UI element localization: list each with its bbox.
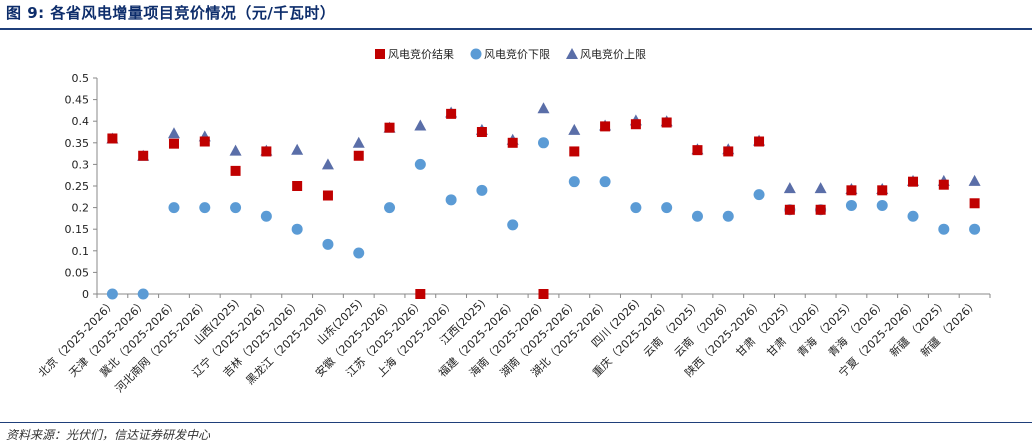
data-point-triangle [414,119,427,131]
data-point-triangle [568,123,581,135]
data-point-square [353,150,364,161]
data-point-triangle [167,127,180,139]
title-divider [0,28,1032,30]
data-point-circle [353,247,365,259]
data-point-square [138,150,149,161]
y-axis: 0 0.05 0.1 0.15 0.2 0.25 0.3 0.35 0.4 0.45 0.5 [65,72,98,301]
data-point-square [168,138,179,149]
data-point-square [784,204,795,215]
data-point-circle [568,176,580,188]
data-point-circle [445,194,457,206]
data-point-circle [661,202,673,214]
scatter-chart: 风电竞价结果 风电竞价下限 风电竞价上限 0 0.05 0.1 0.15 0.2 0.25 0.… [35,47,991,395]
y-tick-label: 0.05 [65,266,90,279]
data-point-circle [753,189,765,201]
data-point-triangle [229,144,242,156]
legend-item: 风电竞价下限 [470,47,550,61]
data-point-circle [599,176,611,188]
y-tick-label: 0.15 [65,223,90,236]
data-point-square [230,165,241,176]
data-point-triangle [291,143,304,155]
data-point-circle [322,238,334,250]
data-point-circle [845,199,857,211]
legend-label: 风电竞价下限 [484,47,550,61]
data-point-circle [260,210,272,222]
data-point-square [415,289,426,299]
data-point-square [199,136,210,147]
y-tick-label: 0.35 [65,137,90,150]
legend: 风电竞价结果 风电竞价下限 风电竞价上限 [375,47,646,61]
data-point-square [815,204,826,215]
data-point-circle [691,210,703,222]
data-point-circle [938,223,950,235]
data-point-square [476,127,487,137]
source-note: 资料来源：光伏们，信达证券研发中心 [6,428,211,442]
y-tick-label: 0.3 [72,158,90,171]
data-point-circle [876,199,888,211]
data-point-triangle [783,182,796,194]
data-point-circle [384,202,396,214]
data-point-square [846,185,857,196]
data-point-triangle [968,174,981,186]
series-square [107,108,980,299]
chart-title: 图 9: 各省风电增量项目竞价情况（元/千瓦时） [6,4,336,22]
data-point-square [507,137,518,148]
data-point-triangle [352,136,365,148]
data-point-square [723,146,734,157]
data-point-square [384,122,395,133]
data-point-square [600,121,611,132]
data-point-square [754,136,765,147]
data-point-square [261,146,272,157]
data-point-triangle [321,158,334,170]
y-tick-label: 0.1 [72,245,90,258]
y-tick-label: 0 [82,288,89,301]
data-point-circle [907,210,919,222]
data-point-square [322,190,333,201]
data-point-circle [538,137,549,149]
legend-label: 风电竞价上限 [580,47,646,61]
data-point-square [877,185,888,196]
legend-label: 风电竞价结果 [388,47,454,61]
data-point-square [446,108,457,119]
data-point-square [538,289,549,299]
data-point-triangle [537,102,550,114]
data-point-circle [630,202,642,214]
data-point-square [969,198,980,209]
data-point-circle [137,288,149,300]
y-tick-label: 0.2 [72,202,90,215]
y-tick-label: 0.5 [72,72,90,85]
data-point-circle [507,219,519,231]
legend-marker-square [375,49,385,59]
data-point-circle [168,202,180,214]
x-axis: 北京（2025-2026）天津（2025-2026）冀北（2025-2026）河… [35,293,991,395]
y-tick-label: 0.4 [72,115,90,128]
footer-divider [0,422,1032,423]
data-point-circle [476,184,488,196]
data-point-square [569,146,580,157]
data-point-circle [106,288,118,300]
series-circle [106,137,981,300]
legend-marker-triangle [566,48,578,59]
data-marks [106,102,981,300]
data-point-square [908,176,919,187]
data-point-circle [230,202,242,214]
data-point-circle [199,202,211,214]
data-point-triangle [814,182,827,194]
legend-item: 风电竞价上限 [566,47,646,61]
data-point-square [292,181,303,191]
data-point-circle [291,223,303,235]
data-point-square [938,179,949,190]
data-point-circle [969,223,981,235]
legend-marker-circle [470,48,482,60]
data-point-square [661,117,672,128]
data-point-square [107,133,118,144]
data-point-circle [722,210,734,222]
y-tick-label: 0.25 [65,180,90,193]
data-point-square [692,145,703,156]
legend-item: 风电竞价结果 [375,47,454,61]
data-point-circle [414,158,426,170]
data-point-square [630,119,641,130]
y-tick-label: 0.45 [65,94,90,107]
